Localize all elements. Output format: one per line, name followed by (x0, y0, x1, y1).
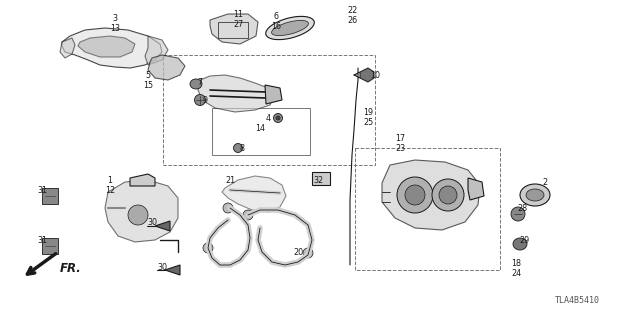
Text: 22: 22 (347, 5, 357, 14)
Text: TLA4B5410: TLA4B5410 (555, 296, 600, 305)
Text: 14: 14 (255, 124, 265, 132)
Polygon shape (165, 265, 180, 275)
Text: 4: 4 (266, 114, 271, 123)
Text: 12: 12 (105, 186, 115, 195)
Polygon shape (145, 36, 168, 65)
Bar (212, 108, 310, 155)
Polygon shape (468, 178, 484, 200)
Circle shape (511, 207, 525, 221)
Bar (163, 55, 375, 165)
Ellipse shape (273, 114, 282, 123)
Text: 13: 13 (110, 23, 120, 33)
Ellipse shape (520, 184, 550, 206)
Polygon shape (312, 172, 330, 185)
Ellipse shape (190, 79, 202, 89)
Text: 6: 6 (273, 12, 278, 20)
Text: 26: 26 (347, 15, 357, 25)
Text: 27: 27 (233, 20, 243, 28)
Ellipse shape (276, 116, 280, 120)
Circle shape (128, 205, 148, 225)
Polygon shape (210, 14, 258, 44)
Text: 28: 28 (517, 204, 527, 212)
Text: 31: 31 (37, 236, 47, 244)
Text: 1: 1 (108, 175, 113, 185)
Ellipse shape (513, 238, 527, 250)
Text: 11: 11 (233, 10, 243, 19)
Text: 9: 9 (202, 95, 207, 105)
Text: FR.: FR. (60, 261, 82, 275)
Text: 15: 15 (143, 81, 153, 90)
Circle shape (432, 179, 464, 211)
Text: 16: 16 (271, 21, 281, 30)
Text: 29: 29 (519, 236, 529, 244)
Text: 30: 30 (147, 218, 157, 227)
Polygon shape (105, 180, 178, 242)
Text: 7: 7 (197, 77, 203, 86)
Polygon shape (60, 38, 75, 58)
Circle shape (223, 203, 233, 213)
Circle shape (303, 248, 313, 258)
Text: 31: 31 (37, 186, 47, 195)
Ellipse shape (271, 20, 308, 36)
Text: 2: 2 (543, 178, 548, 187)
Text: 21: 21 (225, 175, 235, 185)
Polygon shape (62, 28, 162, 68)
Text: 30: 30 (157, 263, 167, 273)
Text: 25: 25 (363, 117, 373, 126)
Text: 10: 10 (370, 70, 380, 79)
Polygon shape (155, 221, 170, 231)
Text: 23: 23 (395, 143, 405, 153)
Circle shape (203, 243, 213, 253)
Bar (42, 188, 58, 204)
Text: 18: 18 (511, 260, 521, 268)
Circle shape (243, 210, 253, 220)
Text: 32: 32 (313, 175, 323, 185)
Polygon shape (78, 36, 135, 57)
Text: 3: 3 (113, 13, 118, 22)
Polygon shape (360, 68, 374, 82)
Polygon shape (222, 176, 286, 212)
Circle shape (405, 185, 425, 205)
Ellipse shape (195, 94, 205, 106)
Text: 24: 24 (511, 269, 521, 278)
Text: 19: 19 (363, 108, 373, 116)
Ellipse shape (234, 143, 243, 153)
Text: 17: 17 (395, 133, 405, 142)
Polygon shape (265, 85, 282, 104)
Bar (42, 238, 58, 254)
Bar (355, 148, 500, 270)
Ellipse shape (266, 16, 314, 40)
Circle shape (397, 177, 433, 213)
Text: 5: 5 (145, 70, 150, 79)
Polygon shape (198, 75, 275, 112)
Polygon shape (148, 55, 185, 80)
Text: 20: 20 (293, 247, 303, 257)
Polygon shape (382, 160, 480, 230)
Text: 8: 8 (239, 143, 244, 153)
Circle shape (439, 186, 457, 204)
Ellipse shape (526, 189, 544, 201)
Polygon shape (130, 174, 155, 186)
